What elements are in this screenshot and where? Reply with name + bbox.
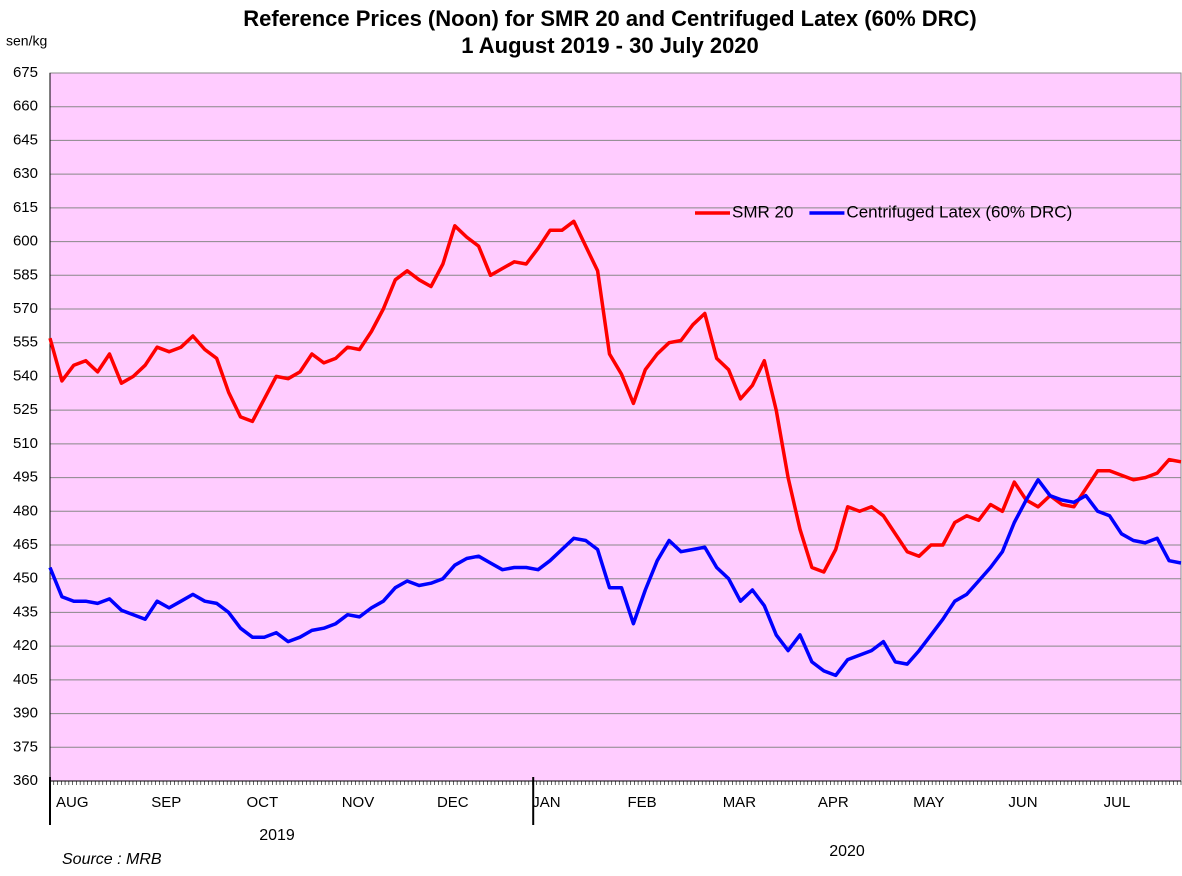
- chart-title: Reference Prices (Noon) for SMR 20 and C…: [243, 6, 976, 31]
- x-tick-label: MAR: [723, 794, 757, 811]
- y-tick-label: 675: [13, 64, 38, 81]
- x-tick-label: NOV: [342, 794, 375, 811]
- y-tick-label: 510: [13, 435, 38, 452]
- y-tick-label: 540: [13, 367, 38, 384]
- series-line: [48, 219, 1182, 574]
- series-line: [48, 478, 1182, 678]
- plot-area: [49, 72, 1182, 782]
- y-tick-label: 375: [13, 738, 38, 755]
- y-tick-label: 630: [13, 165, 38, 182]
- x-tick-label: FEB: [627, 794, 656, 811]
- y-tick-label: 465: [13, 536, 38, 553]
- y-axis-label: sen/kg: [6, 33, 47, 49]
- y-tick-label: 450: [13, 570, 38, 587]
- y-tick-label: 405: [13, 671, 38, 688]
- x-tick-label: JUL: [1104, 794, 1131, 811]
- chart-subtitle: 1 August 2019 - 30 July 2020: [461, 33, 759, 58]
- y-tick-label: 570: [13, 300, 38, 317]
- y-tick-label: 390: [13, 705, 38, 722]
- y-tick-label: 555: [13, 334, 38, 351]
- x-tick-label: DEC: [437, 794, 469, 811]
- legend-label: SMR 20: [732, 202, 793, 221]
- year-label: 2019: [259, 827, 295, 844]
- y-tick-label: 660: [13, 98, 38, 115]
- y-tick-label: 420: [13, 637, 38, 654]
- y-tick-label: 495: [13, 469, 38, 486]
- y-tick-label: 585: [13, 266, 38, 283]
- y-tick-label: 645: [13, 131, 38, 148]
- year-label: 2020: [829, 843, 865, 860]
- x-tick-label: SEP: [151, 794, 181, 811]
- y-tick-label: 600: [13, 233, 38, 250]
- x-tick-label: JAN: [532, 794, 560, 811]
- x-tick-label: AUG: [56, 794, 89, 811]
- y-tick-label: 525: [13, 401, 38, 418]
- source-note: Source : MRB: [62, 851, 162, 868]
- y-tick-label: 435: [13, 603, 38, 620]
- x-tick-label: OCT: [246, 794, 278, 811]
- y-tick-label: 480: [13, 502, 38, 519]
- x-tick-label: JUN: [1008, 794, 1037, 811]
- y-tick-label: 360: [13, 772, 38, 789]
- x-tick-label: APR: [818, 794, 849, 811]
- y-tick-label: 615: [13, 199, 38, 216]
- x-tick-label: MAY: [913, 794, 944, 811]
- legend-label: Centrifuged Latex (60% DRC): [846, 202, 1072, 221]
